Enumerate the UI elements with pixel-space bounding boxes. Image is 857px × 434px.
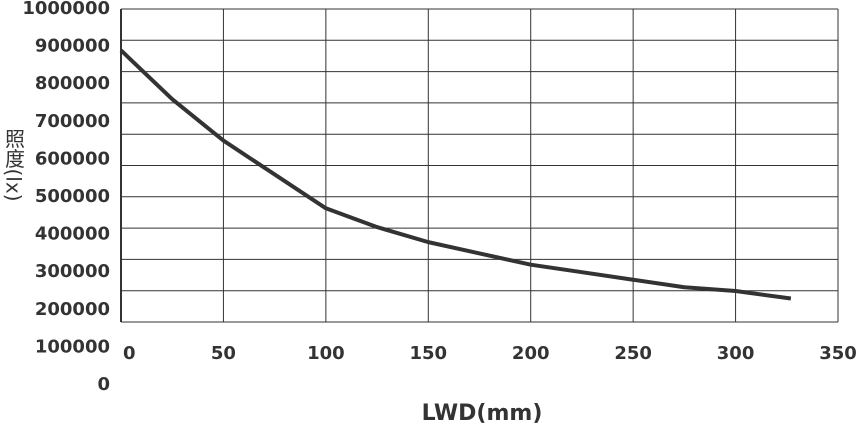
y-tick-label: 400000 [35, 224, 110, 245]
y-tick-label: 800000 [35, 73, 110, 94]
y-tick-label: 900000 [35, 36, 110, 57]
y-tick-label: 700000 [35, 111, 110, 132]
y-tick-label: 1000000 [22, 0, 110, 19]
x-tick-label: 200 [512, 343, 550, 364]
y-tick-label: 500000 [35, 186, 110, 207]
y-tick-label: 0 [97, 374, 110, 395]
y-tick-label: 300000 [35, 261, 110, 282]
x-tick-label: 300 [717, 343, 755, 364]
x-axis-title: LWD(mm) [422, 401, 543, 426]
x-tick-label: 50 [211, 343, 236, 364]
y-tick-label: 100000 [35, 336, 110, 357]
x-tick-label: 100 [307, 343, 345, 364]
x-tick-label: 250 [614, 343, 652, 364]
x-tick-label: 350 [819, 343, 857, 364]
x-tick-label: 150 [409, 343, 447, 364]
y-axis-title: 照度(lx) [2, 129, 26, 202]
x-tick-label: 0 [123, 343, 136, 364]
data-line [119, 48, 792, 301]
y-tick-label: 200000 [35, 299, 110, 320]
y-tick-label: 600000 [35, 148, 110, 169]
